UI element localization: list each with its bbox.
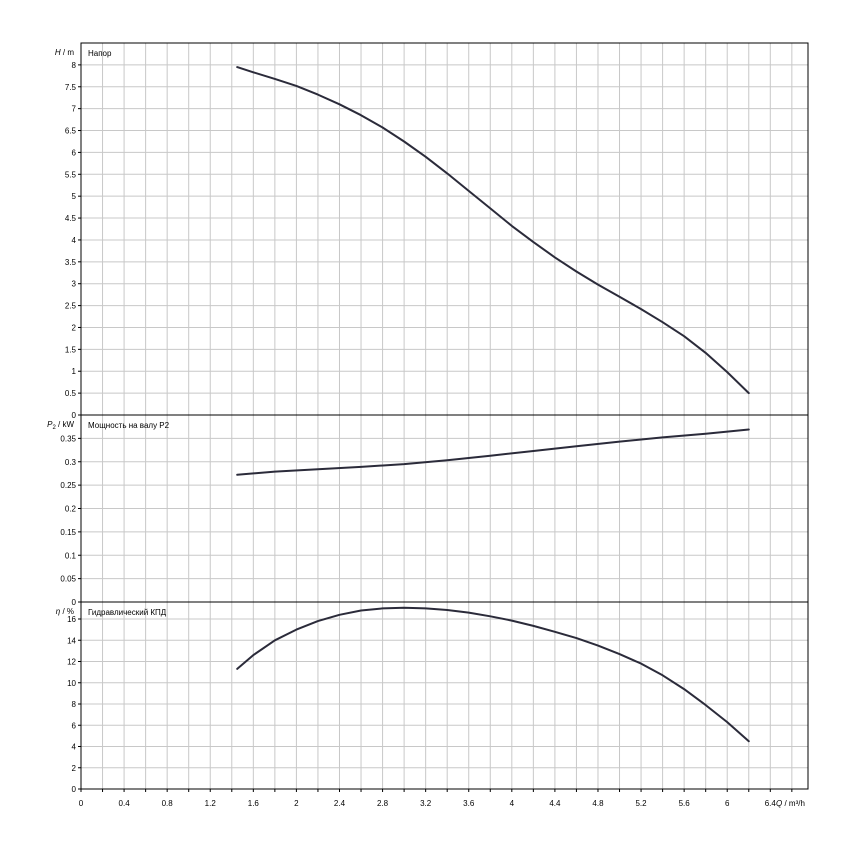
y-tick-label: 6.5 [65,127,77,136]
chart-frame [78,42,809,792]
y-tick-label: 6 [72,148,77,157]
y-tick-label: 1 [72,367,77,376]
y-tick-label: 4.5 [65,214,77,223]
y-tick-label: 3.5 [65,258,77,267]
grid [81,43,808,789]
curve-line-2 [236,428,750,476]
y-tick-label: 6 [72,721,77,730]
y-axis-label: H / m [55,48,74,57]
x-tick-label: 1.6 [248,799,260,808]
y-axis-symbol: P [47,420,53,429]
y-tick-label: 0 [72,598,77,607]
y-tick-label: 0.3 [65,458,77,467]
x-tick-label: 1.2 [205,799,217,808]
y-tick-label: 7 [72,105,77,114]
y-tick-label: 12 [67,658,76,667]
x-tick-label: 2 [294,799,299,808]
x-tick-label: 3.6 [463,799,475,808]
x-tick-label: 4.4 [549,799,561,808]
curve-line-1 [236,66,750,395]
labels: 0 0.5 1 1.5 2 2.5 3 3.5 4 4.5 5 5.5 6 6.5 7 7.5 8 Напор H … [47,48,805,808]
y-axis-unit: / kW [56,420,75,429]
x-axis-label: Q / m³/h [776,799,805,808]
y-tick-label: 0.05 [60,575,76,584]
y-tick-label: 0 [72,411,77,420]
panel-title: Напор [88,49,112,58]
x-tick-label: 0.4 [119,799,131,808]
y-tick-label: 2 [72,323,77,332]
y-axis-unit: / m [61,48,75,57]
y-tick-label: 0 [72,785,77,794]
y-tick-label: 14 [67,636,76,645]
x-tick-label: 0.8 [162,799,174,808]
panel-title: Мощность на валу P2 [88,421,170,430]
y-axis-label: η / % [56,607,74,616]
y-tick-label: 10 [67,679,76,688]
y-tick-label: 4 [72,743,77,752]
panel-title: Гидравлический КПД [88,608,167,617]
x-axis-unit: / m³/h [782,799,805,808]
y-axis-symbol: H [55,48,61,57]
y-axis-label: P2 / kW [47,420,74,431]
x-tick-label: 6.4 [765,799,777,808]
curve-line-3 [236,606,750,743]
y-tick-label: 0.35 [60,434,76,443]
y-axis-symbol: η [56,607,61,616]
y-tick-label: 7.5 [65,83,77,92]
x-tick-label: 6 [725,799,730,808]
plot-frame [80,42,809,790]
x-tick-label: 2.8 [377,799,389,808]
y-tick-label: 1.5 [65,345,77,354]
x-tick-label: 4.8 [592,799,604,808]
y-tick-label: 4 [72,236,77,245]
y-tick-label: 0.1 [65,551,77,560]
y-axis-subscript: 2 [52,425,56,431]
y-tick-label: 2 [72,764,77,773]
y-tick-label: 3 [72,280,77,289]
x-tick-label: 4 [510,799,515,808]
y-tick-label: 8 [72,61,77,70]
y-tick-label: 0.25 [60,481,76,490]
x-tick-label: 0 [79,799,84,808]
y-tick-label: 5 [72,192,77,201]
x-tick-label: 3.2 [420,799,432,808]
x-tick-label: 5.2 [635,799,647,808]
y-tick-label: 0.15 [60,528,76,537]
y-tick-label: 2.5 [65,302,77,311]
x-tick-label: 2.4 [334,799,346,808]
y-axis-unit: / % [60,607,74,616]
curves [236,66,750,743]
y-tick-label: 0.2 [65,505,77,514]
y-tick-label: 5.5 [65,170,77,179]
y-tick-label: 8 [72,700,77,709]
x-tick-label: 5.6 [679,799,691,808]
x-axis-symbol: Q [776,799,782,808]
y-tick-label: 0.5 [65,389,77,398]
y-tick-label: 16 [67,615,76,624]
